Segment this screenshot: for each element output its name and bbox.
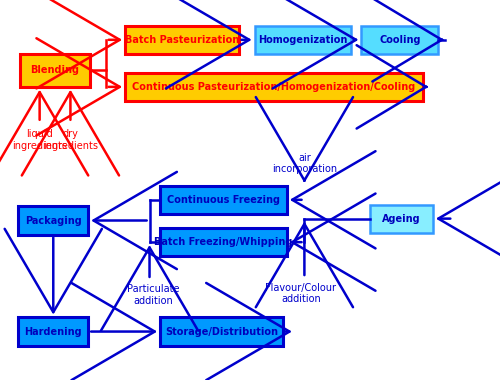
Bar [20, 54, 90, 87]
Text: Blending: Blending [30, 65, 80, 75]
Text: Batch Pasteurization: Batch Pasteurization [125, 35, 239, 45]
Text: Hardening: Hardening [24, 326, 82, 337]
Bar [254, 26, 351, 54]
Text: Batch Freezing/Whipping: Batch Freezing/Whipping [154, 237, 292, 247]
Text: Flavour/Colour
addition: Flavour/Colour addition [266, 283, 336, 304]
Text: Packaging: Packaging [25, 215, 82, 225]
Text: Cooling: Cooling [379, 35, 420, 45]
Bar [160, 228, 287, 256]
Text: liquid
ingredients: liquid ingredients [12, 129, 67, 151]
Bar [18, 206, 88, 234]
Text: Storage/Distribution: Storage/Distribution [165, 326, 278, 337]
Bar [160, 186, 287, 214]
Bar [370, 204, 433, 233]
Text: Continuous Freezing: Continuous Freezing [167, 195, 280, 205]
Bar [18, 317, 88, 346]
Text: Ageing: Ageing [382, 214, 421, 223]
Bar [125, 73, 422, 101]
Text: dry
ingredients: dry ingredients [43, 129, 98, 151]
Bar [362, 26, 438, 54]
Bar [160, 317, 282, 346]
Text: Homogenization: Homogenization [258, 35, 348, 45]
Bar [125, 26, 239, 54]
Text: Particulate
addition: Particulate addition [127, 285, 180, 306]
Text: Continuous Pasteurization/Homogenization/Cooling: Continuous Pasteurization/Homogenization… [132, 82, 416, 92]
Text: air
incorporation: air incorporation [272, 153, 337, 174]
